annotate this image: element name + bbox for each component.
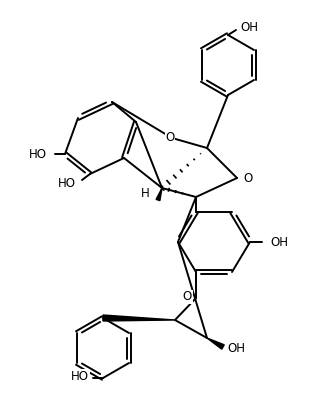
Text: HO: HO — [29, 147, 47, 161]
Text: H: H — [141, 187, 150, 199]
Text: O: O — [183, 290, 192, 304]
Text: O: O — [243, 171, 252, 185]
Text: O: O — [165, 131, 175, 143]
Text: OH: OH — [270, 236, 288, 248]
Polygon shape — [156, 188, 162, 201]
Polygon shape — [103, 315, 175, 321]
Text: OH: OH — [240, 21, 258, 33]
Text: HO: HO — [58, 176, 76, 190]
Text: OH: OH — [227, 342, 245, 354]
Text: HO: HO — [71, 370, 89, 382]
Polygon shape — [207, 338, 224, 349]
